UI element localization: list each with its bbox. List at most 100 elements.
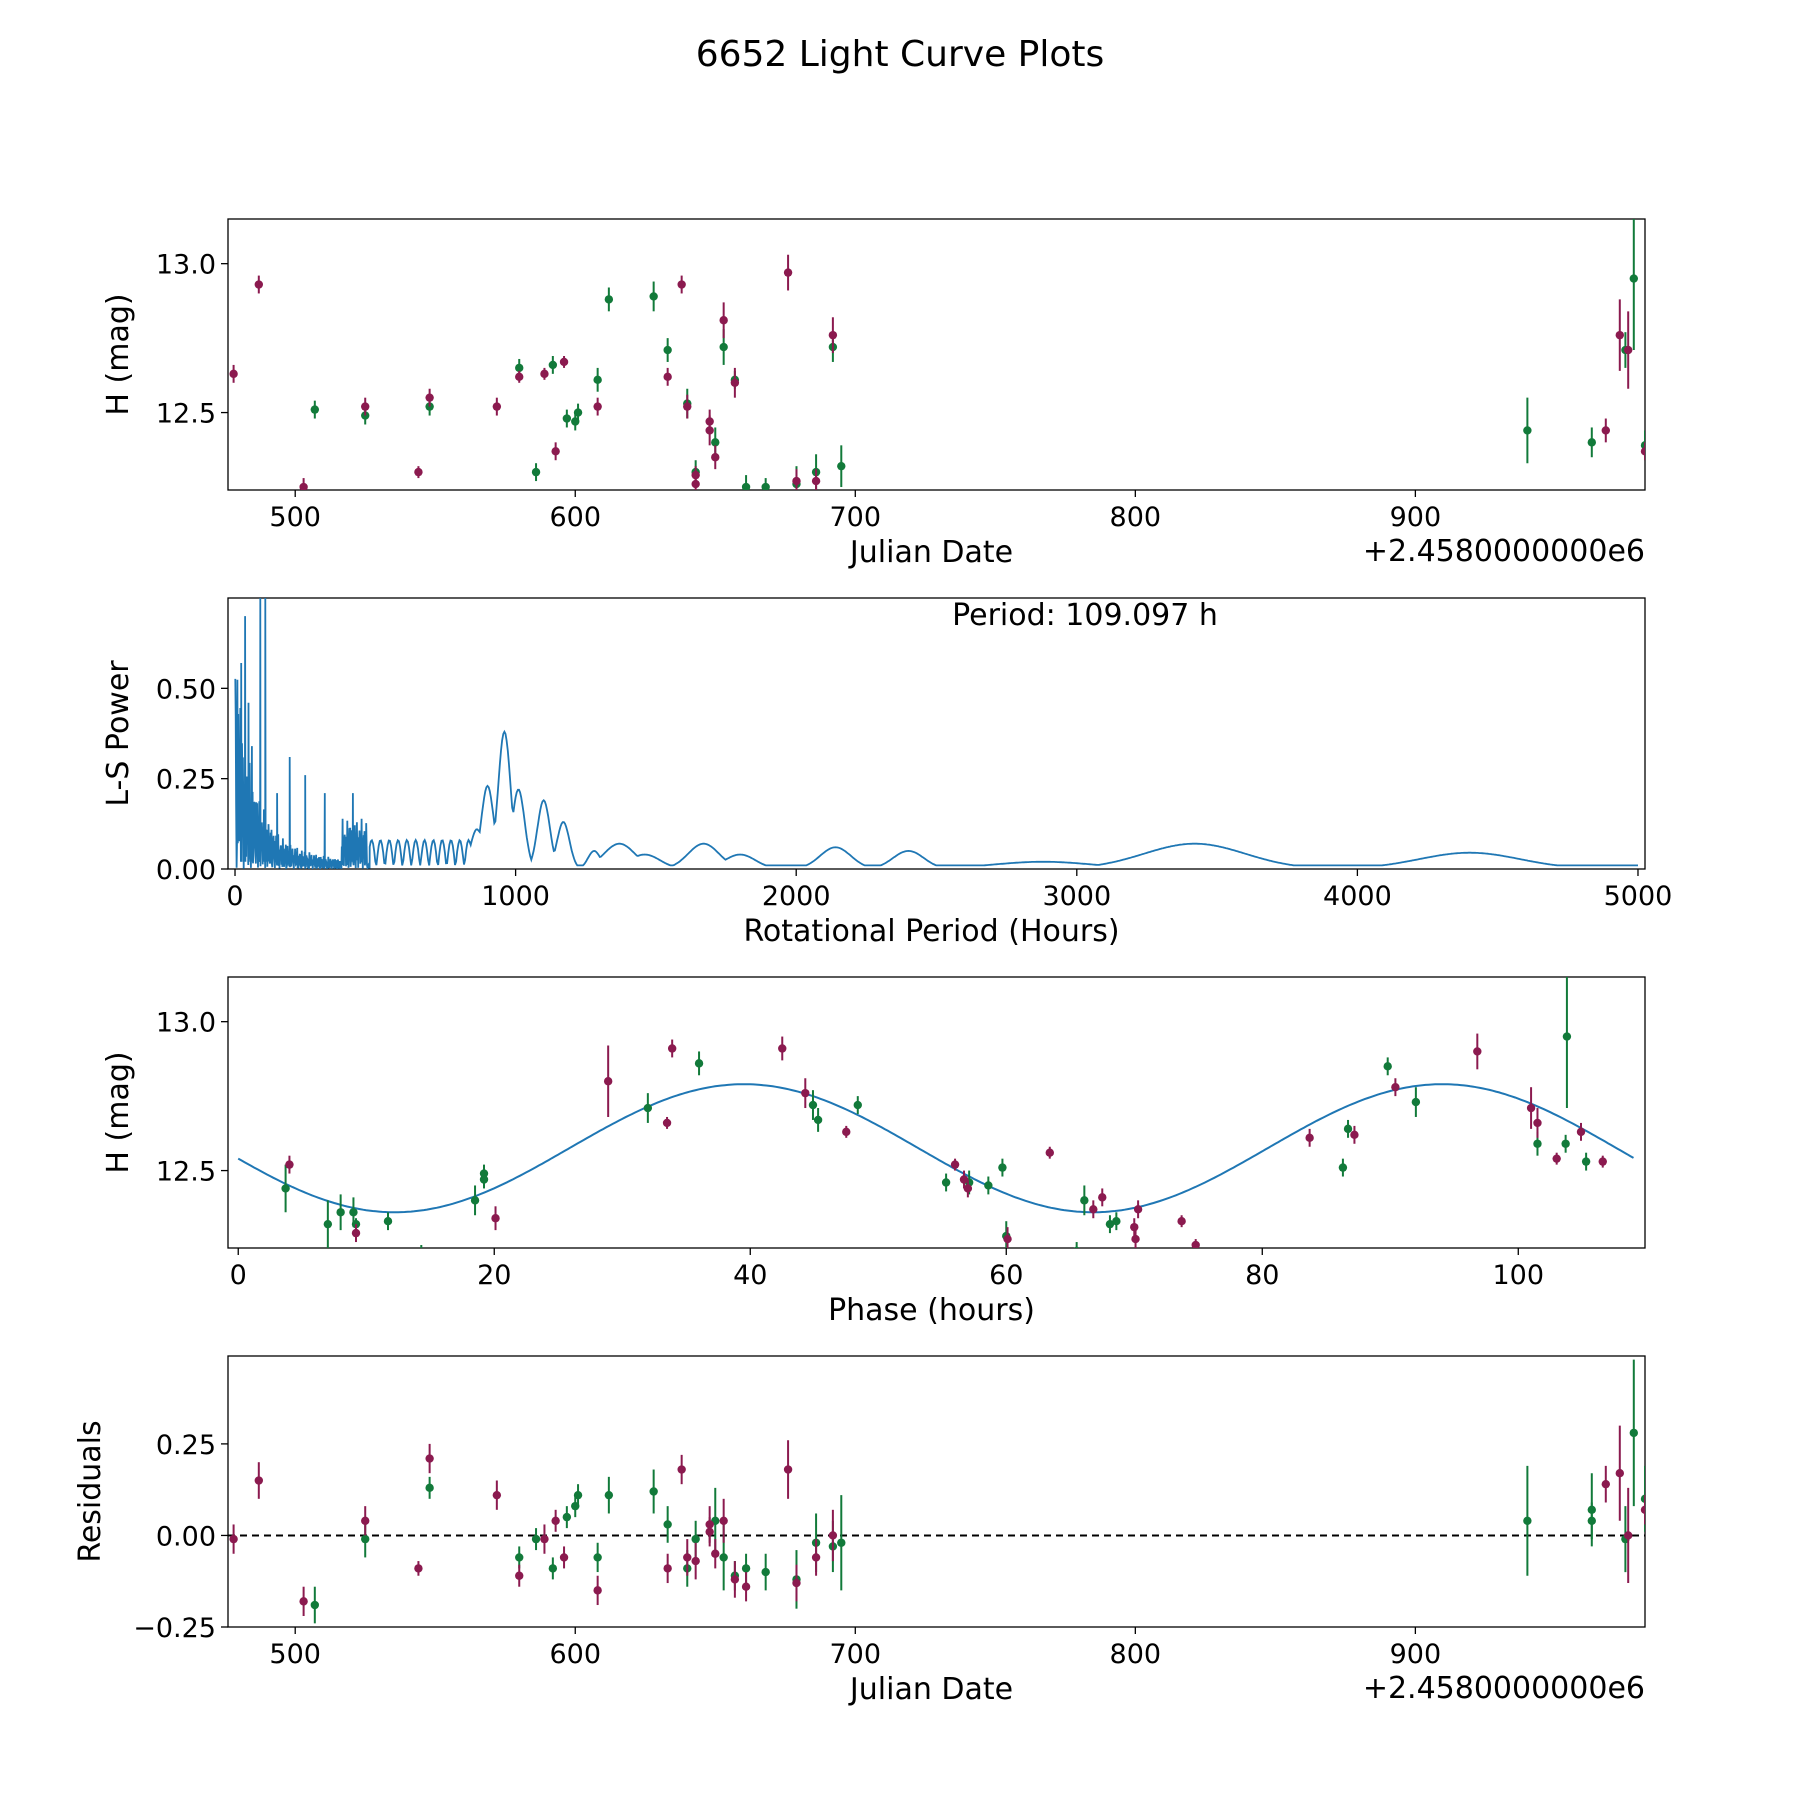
ls-y-axis-label: L-S Power	[101, 660, 136, 807]
data-point	[593, 1586, 602, 1595]
data-point	[837, 461, 846, 471]
data-point	[808, 1100, 818, 1110]
data-point	[562, 1512, 572, 1522]
data-point	[515, 1553, 524, 1562]
data-point	[837, 1538, 846, 1547]
data-point	[479, 1169, 489, 1178]
lc-axes-frame	[227, 218, 1646, 491]
data-point	[310, 1600, 320, 1610]
data-point	[1473, 1047, 1482, 1056]
res-ytick-label: 0.25	[156, 1430, 216, 1461]
data-point	[1562, 1032, 1572, 1041]
data-point	[361, 1534, 370, 1544]
phase-xtick-label: 100	[1493, 1260, 1545, 1291]
data-point	[361, 402, 370, 411]
data-point	[1003, 1234, 1012, 1244]
data-point	[741, 1582, 751, 1591]
data-point	[677, 1465, 686, 1474]
data-point	[1411, 1097, 1421, 1107]
data-point	[1615, 330, 1624, 340]
lc-ytick-label: 12.5	[156, 399, 216, 430]
res-series-r	[229, 1425, 1645, 1617]
data-point	[792, 476, 801, 486]
data-point	[1080, 1196, 1089, 1205]
data-point	[383, 1216, 393, 1226]
data-point	[551, 1516, 560, 1525]
data-point	[1177, 1216, 1186, 1226]
data-point	[351, 1228, 361, 1238]
data-point	[548, 360, 558, 370]
data-point	[683, 402, 692, 411]
data-point	[811, 1553, 821, 1562]
phase-series-r	[285, 1033, 1607, 1264]
data-point	[663, 1564, 672, 1573]
data-point	[604, 1490, 614, 1500]
data-point	[1523, 1516, 1532, 1525]
data-point	[281, 1184, 290, 1193]
lc-xtick-label: 800	[1110, 502, 1162, 533]
phase-xtick-label: 60	[989, 1260, 1023, 1291]
data-point	[662, 1118, 672, 1128]
res-axes-frame	[227, 1355, 1646, 1628]
data-point	[778, 1044, 787, 1053]
res-x-offset-label: +2.4580000000e6	[1363, 1671, 1645, 1706]
data-point	[1089, 1205, 1098, 1214]
data-point	[1623, 345, 1633, 355]
phase-xtick-label: 40	[733, 1260, 767, 1291]
data-point	[663, 1520, 672, 1529]
data-point	[515, 372, 524, 382]
data-point	[691, 1556, 700, 1566]
data-point	[491, 1214, 500, 1223]
panel-ls: 0 1000 2000 3000 4000 5000 0.00 0.25 0.50 Rotatio…	[101, 597, 1673, 949]
lc-x-offset-label: +2.4580000000e6	[1363, 534, 1645, 569]
period-annotation: Period: 109.097 h	[952, 598, 1218, 633]
data-point	[1533, 1118, 1542, 1128]
data-point	[540, 1534, 549, 1544]
data-point	[730, 1575, 740, 1584]
data-point	[573, 1490, 583, 1500]
data-point	[593, 375, 602, 385]
data-point	[719, 342, 728, 352]
data-point	[853, 1100, 862, 1110]
data-point	[1615, 1468, 1624, 1478]
data-point	[229, 369, 238, 379]
phase-axes-frame	[227, 976, 1646, 1249]
data-point	[1640, 1505, 1645, 1515]
data-point	[801, 1088, 810, 1098]
ls-xtick-label: 5000	[1604, 881, 1673, 912]
data-point	[663, 372, 672, 382]
data-point	[1060, 1256, 1068, 1264]
data-point	[562, 414, 572, 423]
data-point	[254, 280, 264, 289]
ls-x-axis-label: Rotational Period (Hours)	[743, 914, 1119, 949]
data-point	[531, 467, 541, 477]
data-point	[1601, 426, 1610, 435]
periodogram-line	[234, 598, 1638, 869]
data-point	[1338, 1163, 1348, 1172]
panel-res: 500 600 700 800 900 −0.25 0.00 0.25 Julian Date +…	[73, 1355, 1646, 1707]
data-point	[1383, 1062, 1392, 1071]
data-point	[254, 1476, 264, 1485]
data-point	[336, 1208, 345, 1217]
data-point	[683, 1553, 692, 1562]
lc-xtick-label: 600	[549, 502, 601, 533]
data-point	[719, 316, 728, 325]
data-point	[741, 1564, 751, 1573]
phase-ytick-label: 12.5	[156, 1157, 216, 1188]
model-curve	[237, 1083, 1634, 1214]
data-point	[649, 1487, 658, 1496]
lc-y-axis-label: H (mag)	[101, 293, 136, 415]
ls-xtick-label: 1000	[481, 881, 550, 912]
data-point	[741, 482, 751, 490]
data-point	[1587, 438, 1596, 447]
data-point	[959, 1175, 969, 1184]
ls-axes-frame	[227, 597, 1646, 870]
data-point	[470, 1196, 480, 1205]
data-point	[691, 470, 700, 480]
data-point	[1598, 1157, 1607, 1166]
data-point	[761, 482, 770, 490]
data-point	[1073, 1246, 1080, 1248]
ls-xtick-label: 0	[226, 881, 243, 912]
data-point	[1623, 1531, 1633, 1540]
